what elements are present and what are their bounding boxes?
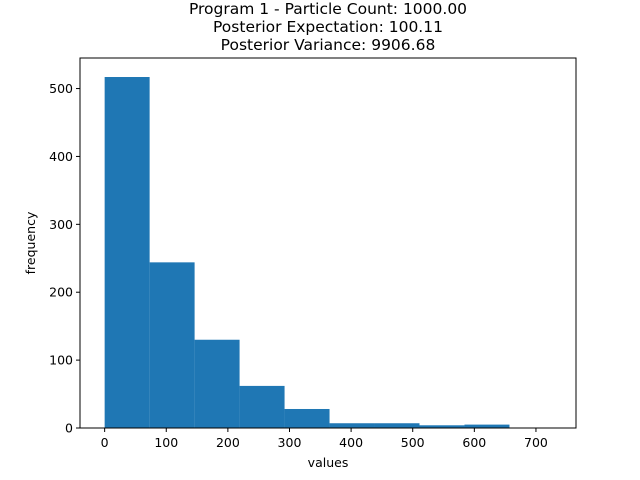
y-tick-label-4: 400 [49, 149, 73, 164]
y-tick-label-5: 500 [49, 81, 73, 96]
x-tick-label-1: 100 [154, 435, 178, 450]
y-tick-label-2: 200 [49, 285, 73, 300]
x-tick-label-4: 400 [339, 435, 363, 450]
histogram-bars [104, 77, 510, 429]
histogram-bar-3 [239, 385, 285, 428]
x-tick-label-2: 200 [216, 435, 240, 450]
x-tick-label-6: 600 [462, 435, 486, 450]
histogram-bar-7 [419, 425, 465, 428]
y-tick-label-0: 0 [65, 421, 73, 436]
title-line-3: Posterior Variance: 9906.68 [221, 36, 436, 54]
x-axis-label: values [308, 455, 349, 470]
histogram-bar-1 [149, 262, 195, 428]
histogram-bar-6 [374, 423, 420, 428]
plot-frame [79, 57, 577, 429]
y-axis-label: frequency [23, 211, 38, 274]
histogram-bar-8 [464, 424, 510, 428]
y-tick-label-3: 300 [49, 217, 73, 232]
x-axis-ticks: 0 100 200 300 400 500 600 700 [101, 428, 548, 450]
histogram-bar-4 [284, 408, 330, 428]
x-tick-label-5: 500 [401, 435, 425, 450]
y-axis-ticks: 0 100 200 300 400 500 [49, 81, 80, 436]
chart-title: Program 1 - Particle Count: 1000.00 Post… [189, 0, 467, 54]
histogram-bar-0 [104, 77, 150, 429]
x-tick-label-0: 0 [101, 435, 109, 450]
x-tick-label-3: 300 [278, 435, 302, 450]
histogram-bar-5 [329, 423, 375, 428]
title-line-2: Posterior Expectation: 100.11 [213, 18, 443, 36]
y-tick-label-1: 100 [49, 353, 73, 368]
x-tick-label-7: 700 [524, 435, 548, 450]
histogram-bar-2 [194, 339, 240, 428]
title-line-1: Program 1 - Particle Count: 1000.00 [189, 0, 467, 18]
